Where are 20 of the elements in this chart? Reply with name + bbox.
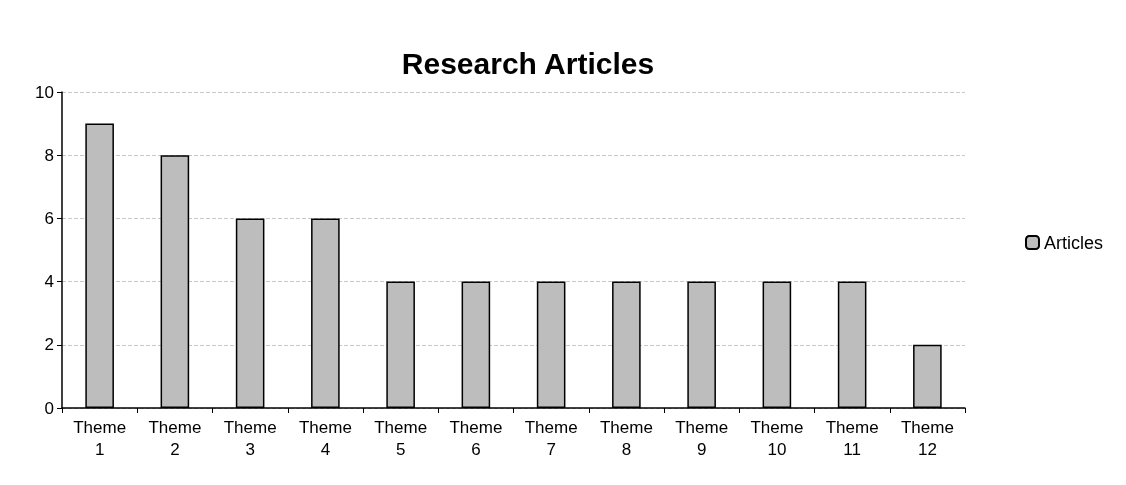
x-tick-label: Theme 6 [449, 417, 503, 459]
x-tick-label: Theme 9 [675, 417, 729, 459]
x-tick-label: Theme 2 [148, 417, 202, 459]
y-tick-label: 8 [44, 145, 54, 165]
y-tick-label: 10 [35, 82, 54, 102]
y-tick-label: 2 [44, 335, 54, 355]
x-tick-label: Theme 12 [900, 417, 954, 459]
x-tick-label: Theme 5 [374, 417, 428, 459]
legend-label: Articles [1043, 232, 1104, 253]
x-tick-label: Theme 3 [223, 417, 277, 459]
y-tick-label: 0 [44, 398, 54, 418]
x-tick-label: Theme 11 [825, 417, 879, 459]
y-tick-label: 6 [44, 208, 54, 228]
y-tick-label: 4 [44, 272, 54, 292]
chart-title: Research Articles [401, 46, 655, 80]
x-tick-label: Theme 10 [750, 417, 804, 459]
x-tick-label: Theme 8 [599, 417, 653, 459]
x-tick-label: Theme 1 [73, 417, 127, 459]
x-tick-label: Theme 7 [524, 417, 578, 459]
x-tick-label: Theme 4 [298, 417, 352, 459]
